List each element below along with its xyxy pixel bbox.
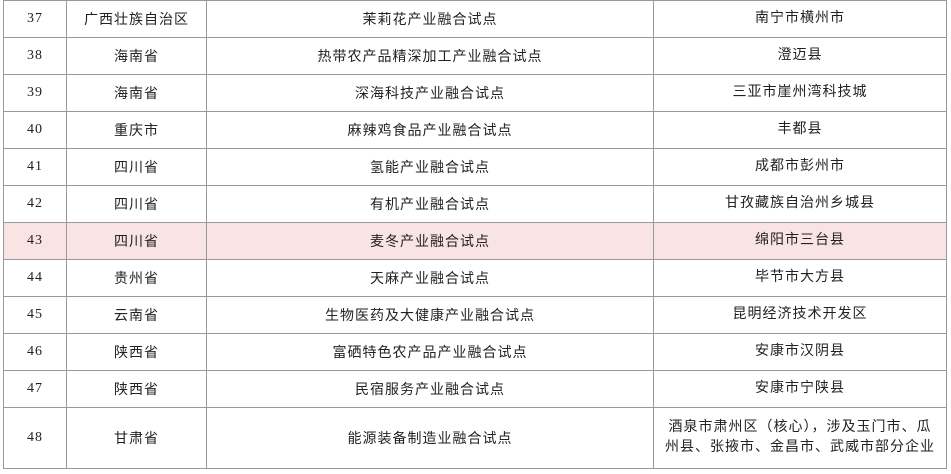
table-cell: 陕西省 xyxy=(66,333,207,371)
table-row: 48 甘肃省 能源装备制造业融合试点 酒泉市肃州区（核心），涉及玉门市、瓜州县、张掖市… xyxy=(3,407,947,469)
table-row: 46 陕西省 富硒特色农产品产业融合试点 安康市汉阴县 xyxy=(3,333,947,371)
table-row: 42 四川省 有机产业融合试点 甘孜藏族自治州乡城县 xyxy=(3,185,947,223)
table-cell: 麻辣鸡食品产业融合试点 xyxy=(206,111,654,149)
table-cell: 热带农产品精深加工产业融合试点 xyxy=(206,37,654,75)
table-cell: 成都市彭州市 xyxy=(653,148,947,186)
table-cell: 海南省 xyxy=(66,37,207,75)
table-cell: 陕西省 xyxy=(66,370,207,408)
table-cell: 48 xyxy=(3,407,67,469)
table-cell: 绵阳市三台县 xyxy=(653,222,947,260)
table-body: 37 广西壮族自治区 茉莉花产业融合试点 南宁市横州市 38 海南省 热带农产品精深加工产业… xyxy=(3,0,947,469)
table-row: 38 海南省 热带农产品精深加工产业融合试点 澄迈县 xyxy=(3,37,947,75)
table-cell: 昆明经济技术开发区 xyxy=(653,296,947,334)
table-cell: 三亚市崖州湾科技城 xyxy=(653,74,947,112)
table-row: 47 陕西省 民宿服务产业融合试点 安康市宁陕县 xyxy=(3,370,947,408)
table: 37 广西壮族自治区 茉莉花产业融合试点 南宁市横州市 38 海南省 热带农产品精深加工产业… xyxy=(3,0,947,469)
table-cell: 贵州省 xyxy=(66,259,207,297)
table-cell: 甘肃省 xyxy=(66,407,207,469)
table-cell: 丰都县 xyxy=(653,111,947,149)
table-row: 44 贵州省 天麻产业融合试点 毕节市大方县 xyxy=(3,259,947,297)
table-cell: 海南省 xyxy=(66,74,207,112)
table-cell: 甘孜藏族自治州乡城县 xyxy=(653,185,947,223)
table-row: 40 重庆市 麻辣鸡食品产业融合试点 丰都县 xyxy=(3,111,947,149)
table-cell: 澄迈县 xyxy=(653,37,947,75)
table-cell: 四川省 xyxy=(66,222,207,260)
table-cell: 深海科技产业融合试点 xyxy=(206,74,654,112)
table-row: 37 广西壮族自治区 茉莉花产业融合试点 南宁市横州市 xyxy=(3,0,947,38)
table-cell: 广西壮族自治区 xyxy=(66,0,207,38)
table-cell: 37 xyxy=(3,0,67,38)
table-cell: 安康市汉阴县 xyxy=(653,333,947,371)
table-cell: 四川省 xyxy=(66,185,207,223)
table-cell: 富硒特色农产品产业融合试点 xyxy=(206,333,654,371)
table-cell: 云南省 xyxy=(66,296,207,334)
table-cell: 氢能产业融合试点 xyxy=(206,148,654,186)
table-cell: 41 xyxy=(3,148,67,186)
table-cell: 有机产业融合试点 xyxy=(206,185,654,223)
table-cell: 43 xyxy=(3,222,67,260)
table-row: 41 四川省 氢能产业融合试点 成都市彭州市 xyxy=(3,148,947,186)
table-cell: 民宿服务产业融合试点 xyxy=(206,370,654,408)
table-row: 45 云南省 生物医药及大健康产业融合试点 昆明经济技术开发区 xyxy=(3,296,947,334)
table-cell: 南宁市横州市 xyxy=(653,0,947,38)
table-cell: 44 xyxy=(3,259,67,297)
table-cell: 46 xyxy=(3,333,67,371)
table-cell: 39 xyxy=(3,74,67,112)
table-cell: 毕节市大方县 xyxy=(653,259,947,297)
table-row: 43 四川省 麦冬产业融合试点 绵阳市三台县 xyxy=(3,222,947,260)
table-cell: 40 xyxy=(3,111,67,149)
table-cell: 安康市宁陕县 xyxy=(653,370,947,408)
table-cell: 47 xyxy=(3,370,67,408)
table-cell: 四川省 xyxy=(66,148,207,186)
table-cell: 重庆市 xyxy=(66,111,207,149)
table-cell: 麦冬产业融合试点 xyxy=(206,222,654,260)
table-cell: 能源装备制造业融合试点 xyxy=(206,407,654,469)
table-cell: 45 xyxy=(3,296,67,334)
table-cell: 天麻产业融合试点 xyxy=(206,259,654,297)
table-cell: 38 xyxy=(3,37,67,75)
table-cell: 42 xyxy=(3,185,67,223)
table-cell: 茉莉花产业融合试点 xyxy=(206,0,654,38)
table-cell: 生物医药及大健康产业融合试点 xyxy=(206,296,654,334)
table-row: 39 海南省 深海科技产业融合试点 三亚市崖州湾科技城 xyxy=(3,74,947,112)
table-cell: 酒泉市肃州区（核心），涉及玉门市、瓜州县、张掖市、金昌市、武威市部分企业 xyxy=(653,407,947,469)
